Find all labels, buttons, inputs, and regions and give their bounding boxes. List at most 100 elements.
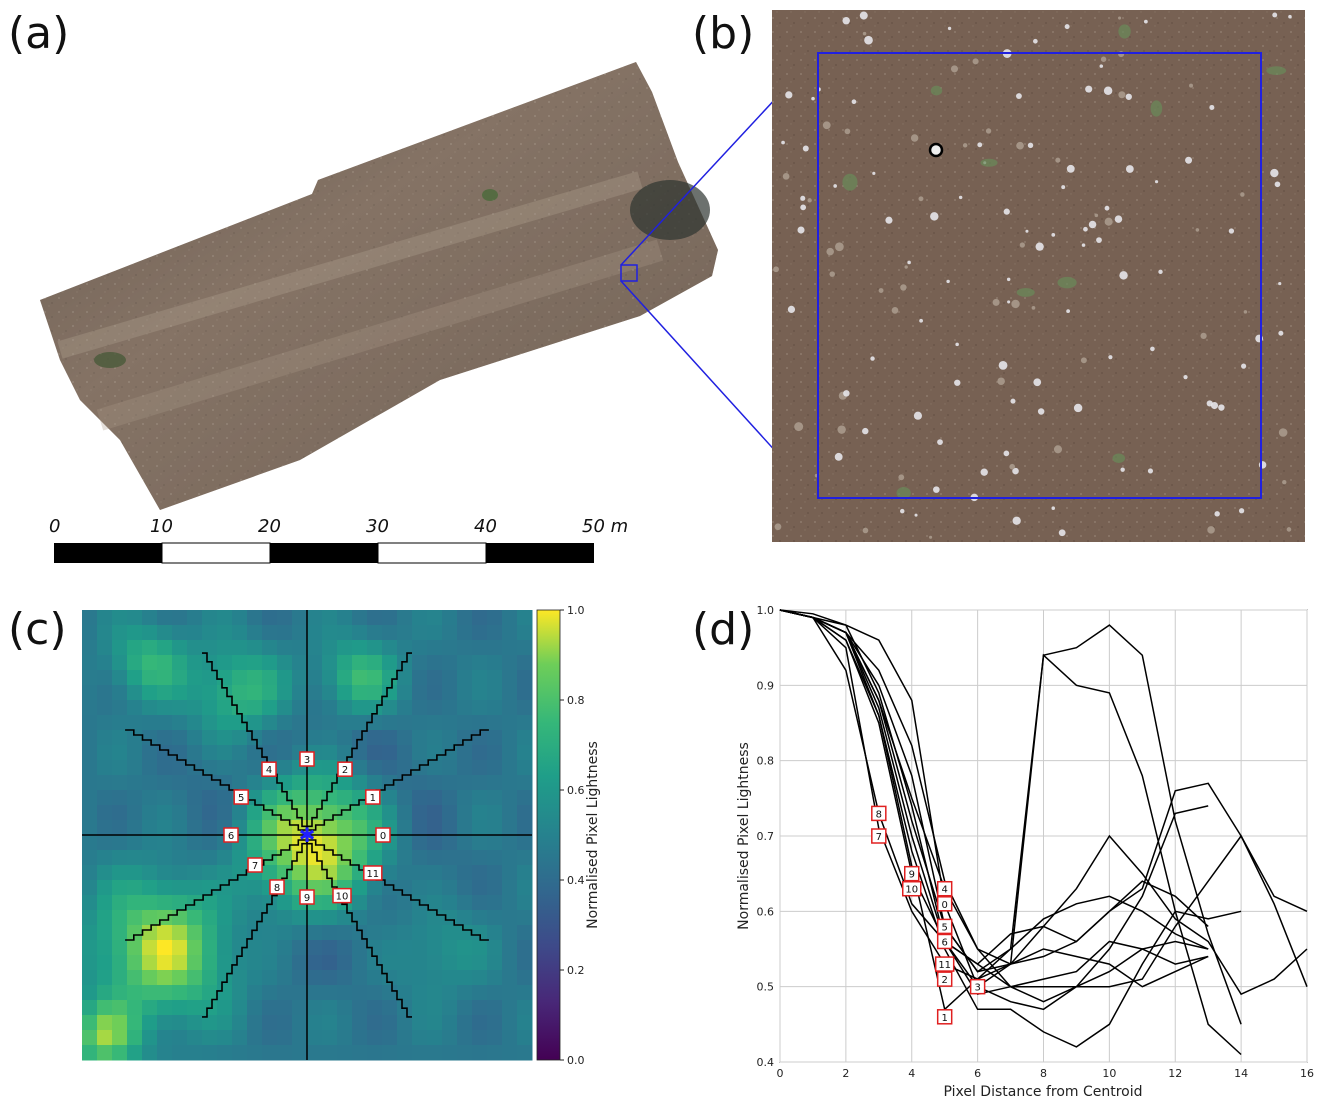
pebble [1200,332,1207,339]
heatmap-cell [337,910,353,926]
heatmap-cell [292,1030,308,1046]
heatmap-cell [367,715,383,731]
ray-line-7 [125,835,308,941]
heatmap-cell [397,1045,413,1061]
heatmap-cell [97,760,113,776]
heatmap-cell [172,700,188,716]
heatmap-cell [97,655,113,671]
heatmap-cell [337,1030,353,1046]
annotation-label-6: 6 [942,937,948,948]
heatmap-cell [82,640,98,656]
heatmap-cell [517,895,533,911]
heatmap-cell [277,775,293,791]
heatmap-cell [202,1015,218,1031]
heatmap-cell [502,1030,518,1046]
heatmap-cell [247,1030,263,1046]
heatmap-cell [112,850,128,866]
x-tick-label: 8 [1040,1067,1047,1080]
heatmap-cell [247,625,263,641]
heatmap-cell [487,925,503,941]
heatmap-cell [127,820,143,836]
heatmap-cell [292,790,308,806]
heatmap-cell [202,715,218,731]
heatmap-cell [142,625,158,641]
heatmap-cell [127,940,143,956]
y-tick-label: 0.9 [757,679,775,692]
heatmap-cell [112,940,128,956]
heatmap-cell [427,1015,443,1031]
heatmap-cell [457,925,473,941]
heatmap-cell [82,895,98,911]
heatmap-cell [502,970,518,986]
heatmap-cell [487,790,503,806]
pebble [829,271,835,277]
heatmap-cell [187,880,203,896]
heatmap-cell [412,790,428,806]
heatmap-cell [127,715,143,731]
heatmap-cell [322,700,338,716]
heatmap-cell [262,715,278,731]
pebble [946,279,950,284]
pebble [937,439,943,445]
heatmap-cell [202,985,218,1001]
colorbar-label: Normalised Pixel Lightness [585,741,601,929]
heatmap-cell [367,685,383,701]
heatmap-cell [232,910,248,926]
heatmap-cell [502,925,518,941]
heatmap-cell [157,790,173,806]
heatmap-cell [172,760,188,776]
heatmap-cell [127,1015,143,1031]
pebble [1073,403,1083,413]
colorbar-tick-label: 0.4 [567,874,585,887]
heatmap-cell [427,865,443,881]
heatmap-cell [277,1030,293,1046]
heatmap-cell [217,880,233,896]
annotation-label-0: 0 [942,900,948,911]
pebble [800,195,806,201]
series-line-6 [779,609,1209,980]
heatmap-cell [397,865,413,881]
heatmap-cell [352,1000,368,1016]
heatmap-cell [442,775,458,791]
annotation-box-2 [936,971,953,987]
ray-label-box-5 [233,789,249,805]
heatmap-cell [397,715,413,731]
pebble [1051,506,1056,510]
panel-d-letter: (d) [692,604,755,655]
heatmap-cell [367,955,383,971]
heatmap-cell [487,895,503,911]
heatmap-cell [157,655,173,671]
heatmap-cell [112,805,128,821]
heatmap-cell [412,955,428,971]
heatmap-cell [112,715,128,731]
heatmap-cell [172,610,188,626]
heatmap-cell [292,1000,308,1016]
pebble [929,535,933,539]
heatmap-cell [352,895,368,911]
heatmap-cell [232,985,248,1001]
heatmap-cell [277,760,293,776]
heatmap-cell [382,670,398,686]
heatmap-cell [172,1000,188,1016]
heatmap-cell [232,715,248,731]
heatmap-cell [217,1000,233,1016]
series-line-4 [779,609,1209,965]
pebble [1278,330,1284,336]
heatmap-cell [127,910,143,926]
heatmap-cell [127,640,143,656]
heatmap-cell [202,865,218,881]
pebble [1007,300,1011,304]
heatmap-cell [307,625,323,641]
panel-b-letter: (b) [692,8,755,59]
heatmap-cell [97,880,113,896]
heatmap-cell [472,955,488,971]
heatmap-cell [307,910,323,926]
pebble [785,91,793,99]
heatmap-cell [382,940,398,956]
heatmap-cell [472,880,488,896]
pebble [1209,104,1215,111]
y-tick-label: 1.0 [757,604,775,617]
heatmap-cell [397,805,413,821]
annotation-label-7: 7 [876,832,882,843]
heatmap-cell [232,745,248,761]
